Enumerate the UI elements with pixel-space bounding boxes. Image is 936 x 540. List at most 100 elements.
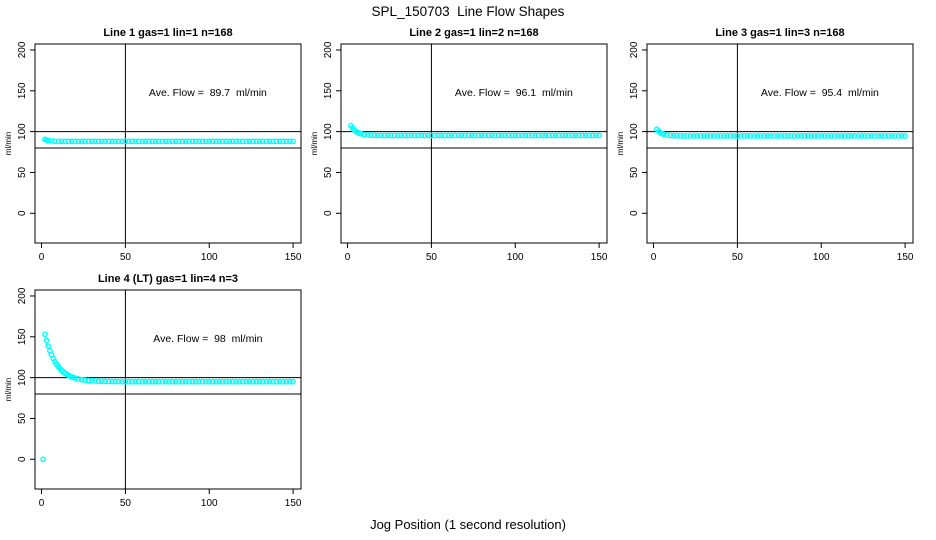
data-point: [82, 138, 89, 145]
data-point: [677, 132, 684, 139]
data-point: [751, 132, 758, 139]
data-point: [199, 378, 206, 385]
data-point: [273, 378, 280, 385]
data-point: [841, 132, 848, 139]
data-point: [582, 132, 589, 139]
x-tick-label: 150: [285, 252, 302, 263]
data-point: [109, 138, 115, 145]
data-point: [229, 138, 236, 145]
data-point: [263, 138, 270, 145]
data-point: [878, 132, 885, 139]
data-point: [139, 378, 146, 385]
data-point: [206, 138, 213, 145]
data-point: [99, 378, 105, 385]
data-point: [162, 378, 169, 385]
data-point: [825, 132, 831, 139]
data-point: [579, 132, 586, 139]
x-tick-label: 0: [39, 252, 45, 263]
data-point: [115, 138, 122, 145]
data-point: [701, 132, 707, 139]
y-axis-label: ml/min: [310, 132, 319, 156]
data-point: [172, 138, 179, 145]
x-tick-label: 50: [732, 252, 744, 263]
data-point: [562, 132, 569, 139]
data-point: [821, 132, 828, 139]
data-point: [243, 138, 250, 145]
data-point: [592, 132, 599, 139]
data-point: [737, 132, 744, 139]
data-point: [145, 378, 152, 385]
data-point: [818, 132, 825, 139]
data-point: [781, 132, 788, 139]
data-point: [694, 132, 700, 139]
data-point: [149, 138, 156, 145]
data-point: [135, 378, 142, 385]
data-point: [253, 378, 260, 385]
data-point: [223, 378, 229, 385]
data-point: [270, 378, 276, 385]
data-point: [95, 378, 102, 385]
data-point: [754, 132, 761, 139]
data-point: [522, 132, 529, 139]
data-point: [239, 138, 246, 145]
data-point: [667, 132, 674, 139]
data-point: [89, 138, 95, 145]
data-point: [425, 132, 431, 139]
data-point: [502, 132, 509, 139]
data-point: [253, 138, 260, 145]
x-axis-label: Jog Position (1 second resolution): [370, 517, 566, 532]
y-axis-label: ml/min: [616, 132, 625, 156]
panel-title: Line 2 gas=1 lin=2 n=168: [409, 27, 538, 39]
data-point: [139, 138, 146, 145]
data-point: [256, 378, 263, 385]
data-point: [398, 132, 405, 139]
data-point: [838, 132, 845, 139]
data-point: [391, 132, 398, 139]
data-point: [744, 132, 751, 139]
data-point: [72, 138, 79, 145]
data-point: [448, 132, 455, 139]
ave-flow-annotation: Ave. Flow = 89.7 ml/min: [149, 87, 267, 99]
data-point: [415, 132, 421, 139]
x-tick-label: 100: [507, 252, 524, 263]
data-point: [815, 132, 821, 139]
data-point: [761, 132, 768, 139]
data-point: [78, 138, 85, 145]
data-point: [72, 375, 79, 381]
y-tick-label: 100: [629, 123, 640, 140]
data-point: [374, 132, 381, 139]
data-point: [865, 132, 872, 139]
data-point: [465, 132, 472, 139]
data-point: [102, 138, 109, 145]
y-tick-label: 150: [629, 82, 640, 99]
y-tick-label: 0: [323, 210, 334, 216]
data-point: [394, 132, 401, 139]
data-point: [129, 378, 136, 385]
data-point: [169, 378, 176, 385]
data-point: [43, 337, 50, 344]
data-point: [660, 131, 667, 138]
data-point: [758, 132, 764, 139]
data-point: [727, 132, 734, 139]
flow-data-points: [40, 331, 296, 463]
data-point: [478, 132, 485, 139]
data-point: [162, 138, 169, 145]
data-point: [280, 138, 286, 145]
x-tick-label: 0: [39, 498, 45, 509]
data-point: [690, 132, 697, 139]
panel-line-2: 0 50 100 150 0 50 100 150 200 ml/min Line 2 gas=1 …: [310, 27, 608, 263]
data-point: [798, 132, 804, 139]
y-axis-label: ml/min: [4, 132, 13, 156]
data-point: [556, 132, 562, 139]
data-point: [566, 132, 572, 139]
data-point: [468, 132, 475, 139]
data-point: [125, 378, 132, 385]
data-point: [828, 132, 835, 139]
data-point: [192, 138, 199, 145]
data-point: [519, 132, 525, 139]
y-tick-label: 100: [17, 369, 28, 386]
data-point: [290, 138, 296, 145]
data-point: [384, 132, 391, 139]
data-point: [747, 132, 754, 139]
data-point: [831, 132, 838, 139]
